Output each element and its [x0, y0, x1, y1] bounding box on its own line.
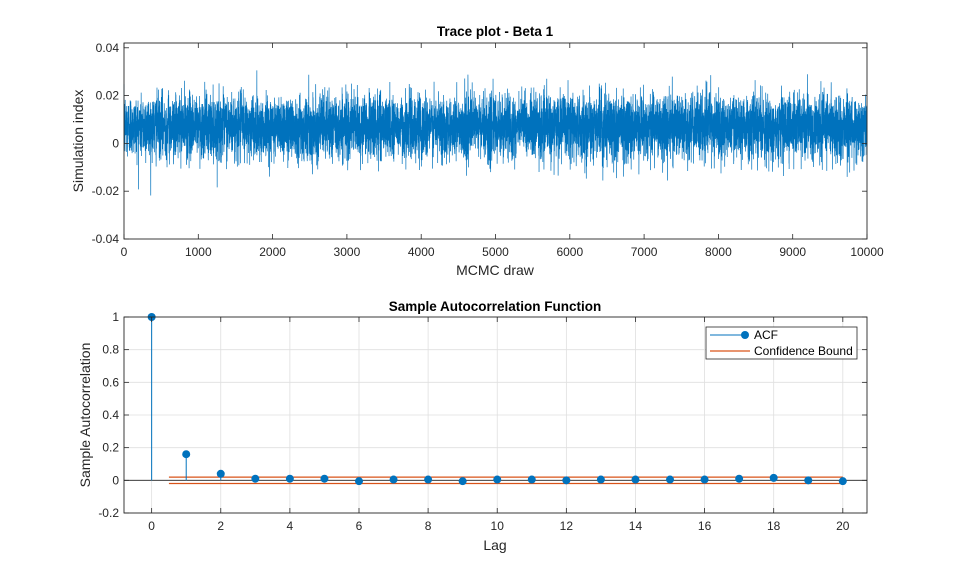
acf-marker	[769, 473, 778, 482]
acf-y-tick-label: -0.2	[98, 506, 119, 520]
acf-marker	[596, 475, 605, 484]
trace-x-tick-label: 6000	[556, 245, 583, 259]
acf-x-tick-label: 8	[425, 519, 432, 533]
trace-plot-xlabel: MCMC draw	[456, 262, 535, 278]
acf-marker	[666, 475, 675, 484]
trace-x-tick-label: 9000	[779, 245, 806, 259]
legend-bound-label: Confidence Bound	[754, 344, 853, 358]
legend-box	[705, 326, 858, 360]
trace-x-tick-label: 4000	[408, 245, 435, 259]
acf-marker	[320, 474, 329, 483]
acf-marker	[424, 475, 433, 484]
acf-marker	[527, 475, 536, 484]
trace-line	[123, 70, 868, 196]
trace-x-tick-label: 0	[121, 245, 128, 259]
acf-legend: ACF Confidence Bound	[705, 326, 858, 360]
acf-x-tick-label: 0	[148, 519, 155, 533]
legend-acf-label: ACF	[754, 328, 778, 342]
trace-y-tick-label: 0.04	[96, 41, 120, 55]
acf-plot-xlabel: Lag	[483, 537, 506, 553]
acf-marker	[251, 474, 260, 483]
acf-x-tick-label: 2	[217, 519, 224, 533]
acf-marker	[838, 477, 847, 486]
trace-y-tick-label: -0.04	[92, 232, 120, 246]
acf-x-tick-label: 6	[356, 519, 363, 533]
acf-x-tick-label: 10	[491, 519, 505, 533]
acf-marker	[216, 469, 225, 478]
trace-y-tick-label: 0	[112, 136, 119, 150]
trace-x-tick-label: 8000	[705, 245, 732, 259]
acf-x-tick-label: 16	[698, 519, 712, 533]
acf-x-tick-label: 4	[287, 519, 294, 533]
acf-y-tick-label: 0.4	[102, 408, 119, 422]
acf-plot-title: Sample Autocorrelation Function	[389, 299, 602, 314]
acf-marker	[735, 474, 744, 483]
acf-y-tick-label: 0.8	[102, 343, 119, 357]
acf-marker	[458, 477, 467, 486]
trace-y-tick-label: -0.02	[92, 184, 120, 198]
trace-x-tick-label: 10000	[850, 245, 884, 259]
acf-plot-axes: Sample Autocorrelation Function Lag Samp…	[77, 299, 868, 553]
acf-marker	[389, 475, 398, 484]
trace-plot-axes: Trace plot - Beta 1 MCMC draw Simulation…	[70, 24, 884, 278]
trace-plot-title: Trace plot - Beta 1	[437, 24, 554, 39]
acf-x-tick-label: 12	[560, 519, 574, 533]
acf-marker	[354, 477, 363, 486]
acf-marker	[631, 475, 640, 484]
acf-x-tick-label: 20	[836, 519, 850, 533]
trace-x-tick-label: 2000	[259, 245, 286, 259]
acf-y-tick-label: 1	[112, 310, 119, 324]
acf-marker	[804, 476, 813, 485]
acf-plot-ylabel: Sample Autocorrelation	[77, 343, 93, 488]
trace-x-tick-label: 3000	[334, 245, 361, 259]
acf-marker	[700, 475, 709, 484]
trace-x-tick-label: 1000	[185, 245, 212, 259]
acf-marker	[182, 450, 191, 459]
acf-x-tick-label: 18	[767, 519, 781, 533]
acf-y-tick-label: 0.2	[102, 441, 119, 455]
acf-y-tick-label: 0	[112, 473, 119, 487]
trace-x-tick-label: 7000	[631, 245, 658, 259]
acf-marker	[285, 474, 294, 483]
trace-plot-ylabel: Simulation index	[70, 90, 86, 193]
trace-y-tick-label: 0.02	[96, 89, 120, 103]
acf-marker	[562, 476, 571, 485]
acf-y-tick-label: 0.6	[102, 375, 119, 389]
acf-marker	[493, 475, 502, 484]
trace-x-tick-label: 5000	[482, 245, 509, 259]
acf-x-tick-label: 14	[629, 519, 643, 533]
legend-acf-marker	[741, 331, 749, 339]
